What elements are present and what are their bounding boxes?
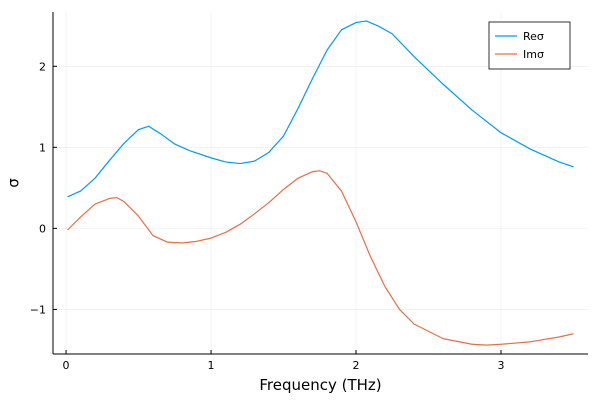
series-line-1 — [67, 20, 574, 198]
x-tick-label: 1 — [208, 359, 215, 372]
y-axis-label: σ — [5, 178, 23, 188]
series-lines — [67, 20, 574, 346]
axes: 0 1 2 3 −1 0 1 2 — [30, 12, 588, 372]
legend-label: Reσ — [523, 30, 544, 43]
y-tick-label: 2 — [39, 60, 46, 73]
legend-box — [488, 21, 571, 70]
x-tick-label: 3 — [498, 359, 505, 372]
series-line-2 — [67, 170, 574, 346]
y-tick-label: 0 — [39, 222, 46, 235]
x-axis-label: Frequency (THz) — [259, 376, 381, 394]
legend: Reσ Imσ — [488, 21, 571, 70]
y-tick-label: 1 — [39, 141, 46, 154]
x-tick-label: 0 — [63, 359, 70, 372]
x-tick-label: 2 — [353, 359, 360, 372]
y-tick-label: −1 — [30, 303, 46, 316]
legend-label: Imσ — [523, 48, 544, 61]
